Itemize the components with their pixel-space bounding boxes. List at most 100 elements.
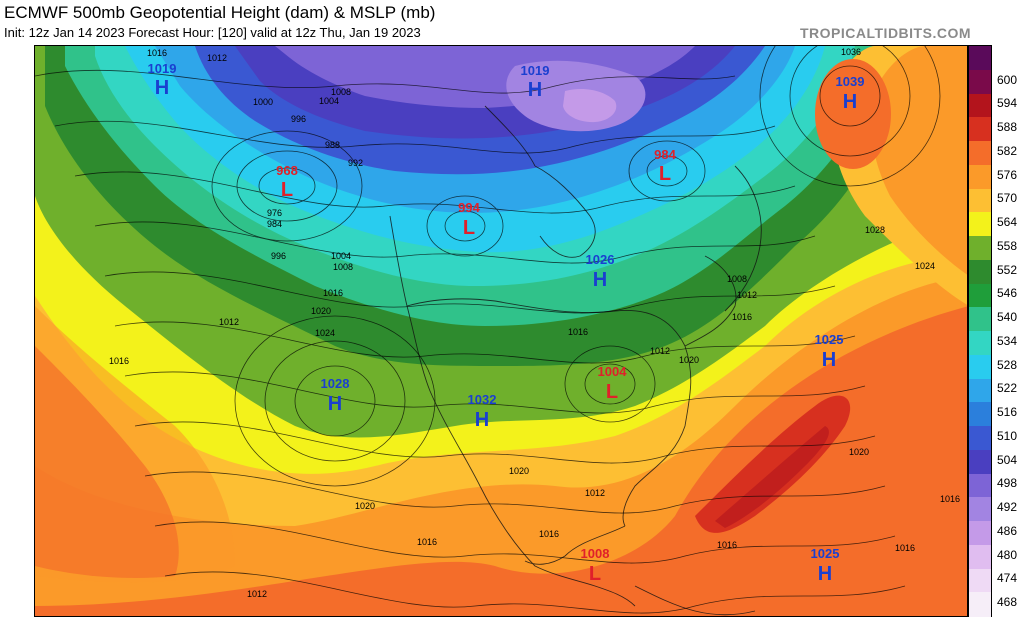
- center-letter: L: [589, 563, 601, 585]
- center-value: 994: [458, 200, 480, 215]
- isobar-label: 1024: [315, 328, 335, 338]
- colorbar-label: 492: [997, 500, 1018, 515]
- center-value: 1039: [836, 74, 865, 89]
- colorbar-label: 558: [997, 238, 1018, 253]
- isobar-label: 1012: [737, 290, 757, 300]
- colorbar-label: 498: [997, 476, 1018, 491]
- low-center: 1008 L: [581, 546, 610, 585]
- center-letter: H: [818, 563, 832, 585]
- center-value: 1028: [321, 376, 350, 391]
- colorbar-swatch: [969, 164, 991, 189]
- center-letter: H: [155, 77, 169, 99]
- colorbar-swatch: [969, 544, 991, 569]
- isobar-label: 1012: [219, 317, 239, 327]
- center-value: 1032: [468, 392, 497, 407]
- colorbar-swatch: [969, 354, 991, 379]
- colorbar-label: 534: [997, 333, 1018, 348]
- colorbar-label: 504: [997, 452, 1018, 467]
- low-center: 984 L: [654, 147, 676, 185]
- center-letter: H: [328, 393, 342, 415]
- weather-map: 1019 H 1019 H 1039 H 968 L 994 L 984 L: [34, 45, 968, 617]
- center-value: 1004: [598, 364, 628, 379]
- site-watermark: TROPICALTIDBITS.COM: [799, 25, 971, 41]
- isobar-label: 1020: [849, 447, 869, 457]
- colorbar-swatch: [969, 497, 991, 522]
- low-center: 994 L: [458, 200, 480, 239]
- center-letter: L: [659, 163, 671, 185]
- isobar-label: 1020: [355, 501, 375, 511]
- isobar-label: 1016: [895, 543, 915, 553]
- center-value: 1026: [586, 252, 615, 267]
- isobar-label: 1016: [940, 494, 960, 504]
- high-center: 1028 H: [321, 376, 350, 415]
- colorbar-label: 486: [997, 523, 1018, 538]
- isobar-label: 1016: [417, 537, 437, 547]
- high-center: 1025 H: [811, 546, 840, 585]
- isobar-label: 1008: [727, 274, 747, 284]
- high-center: 1019 H: [521, 63, 550, 101]
- isobar-label: 1036: [841, 47, 861, 57]
- isobar-label: 1000: [253, 97, 273, 107]
- colorbar-swatch: [969, 236, 991, 261]
- isobar-label: 984: [267, 219, 282, 229]
- colorbar-swatch: [969, 592, 991, 617]
- isobar-label: 1016: [323, 288, 343, 298]
- high-center: 1026 H: [586, 252, 615, 291]
- colorbar-swatch: [969, 117, 991, 142]
- colorbar-label: 582: [997, 143, 1018, 158]
- center-value: 968: [276, 163, 298, 178]
- isobar-label: 1008: [331, 87, 351, 97]
- isobar-label: 1016: [109, 356, 129, 366]
- isobar-label: 1020: [509, 466, 529, 476]
- isobar-label: 1016: [568, 327, 588, 337]
- colorbar: [968, 45, 992, 617]
- colorbar-swatch: [969, 473, 991, 498]
- colorbar-swatch: [969, 46, 991, 70]
- coastlines: [389, 105, 762, 616]
- colorbar-swatch: [969, 426, 991, 451]
- center-letter: L: [281, 179, 293, 201]
- isobar-label: 1016: [732, 312, 752, 322]
- colorbar-swatch: [969, 568, 991, 593]
- center-value: 1019: [521, 63, 550, 78]
- colorbar-swatch: [969, 283, 991, 308]
- center-value: 1008: [581, 546, 610, 561]
- isobar-label: 992: [348, 158, 363, 168]
- colorbar-swatch: [969, 69, 991, 94]
- colorbar-swatch: [969, 402, 991, 427]
- colorbar-label: 594: [997, 96, 1018, 111]
- center-value: 984: [654, 147, 676, 162]
- colorbar-label: 522: [997, 381, 1018, 396]
- colorbar-label: 552: [997, 262, 1018, 277]
- colorbar-label: 474: [997, 571, 1018, 586]
- low-center: 1004 L: [598, 364, 628, 403]
- isobar-label: 1016: [539, 529, 559, 539]
- colorbar-swatch: [969, 307, 991, 332]
- colorbar-swatch: [969, 521, 991, 546]
- isobar-label: 1004: [319, 96, 339, 106]
- map-svg: 1019 H 1019 H 1039 H 968 L 994 L 984 L: [35, 46, 967, 616]
- colorbar-swatch: [969, 331, 991, 356]
- isobar-label: 1012: [247, 589, 267, 599]
- center-letter: H: [475, 409, 489, 431]
- isobar-label: 1016: [147, 48, 167, 58]
- isobar-label: 1020: [311, 306, 331, 316]
- center-letter: H: [843, 91, 857, 113]
- chart-title: ECMWF 500mb Geopotential Height (dam) & …: [4, 3, 436, 22]
- isobar-label: 976: [267, 208, 282, 218]
- colorbar-label: 564: [997, 215, 1018, 230]
- height-fill-layer: [35, 46, 967, 616]
- isobar-lines: [35, 46, 941, 614]
- center-letter: L: [606, 381, 618, 403]
- high-center: 1019 H: [148, 61, 177, 99]
- colorbar-swatch: [969, 212, 991, 237]
- colorbar-swatch: [969, 141, 991, 166]
- high-center: 1032 H: [468, 392, 497, 431]
- center-letter: H: [528, 79, 542, 101]
- center-value: 1025: [811, 546, 840, 561]
- isobar-label: 996: [271, 251, 286, 261]
- high-center: 1025 H: [815, 332, 844, 371]
- colorbar-swatch: [969, 188, 991, 213]
- center-letter: H: [593, 269, 607, 291]
- colorbar-label: 468: [997, 595, 1018, 610]
